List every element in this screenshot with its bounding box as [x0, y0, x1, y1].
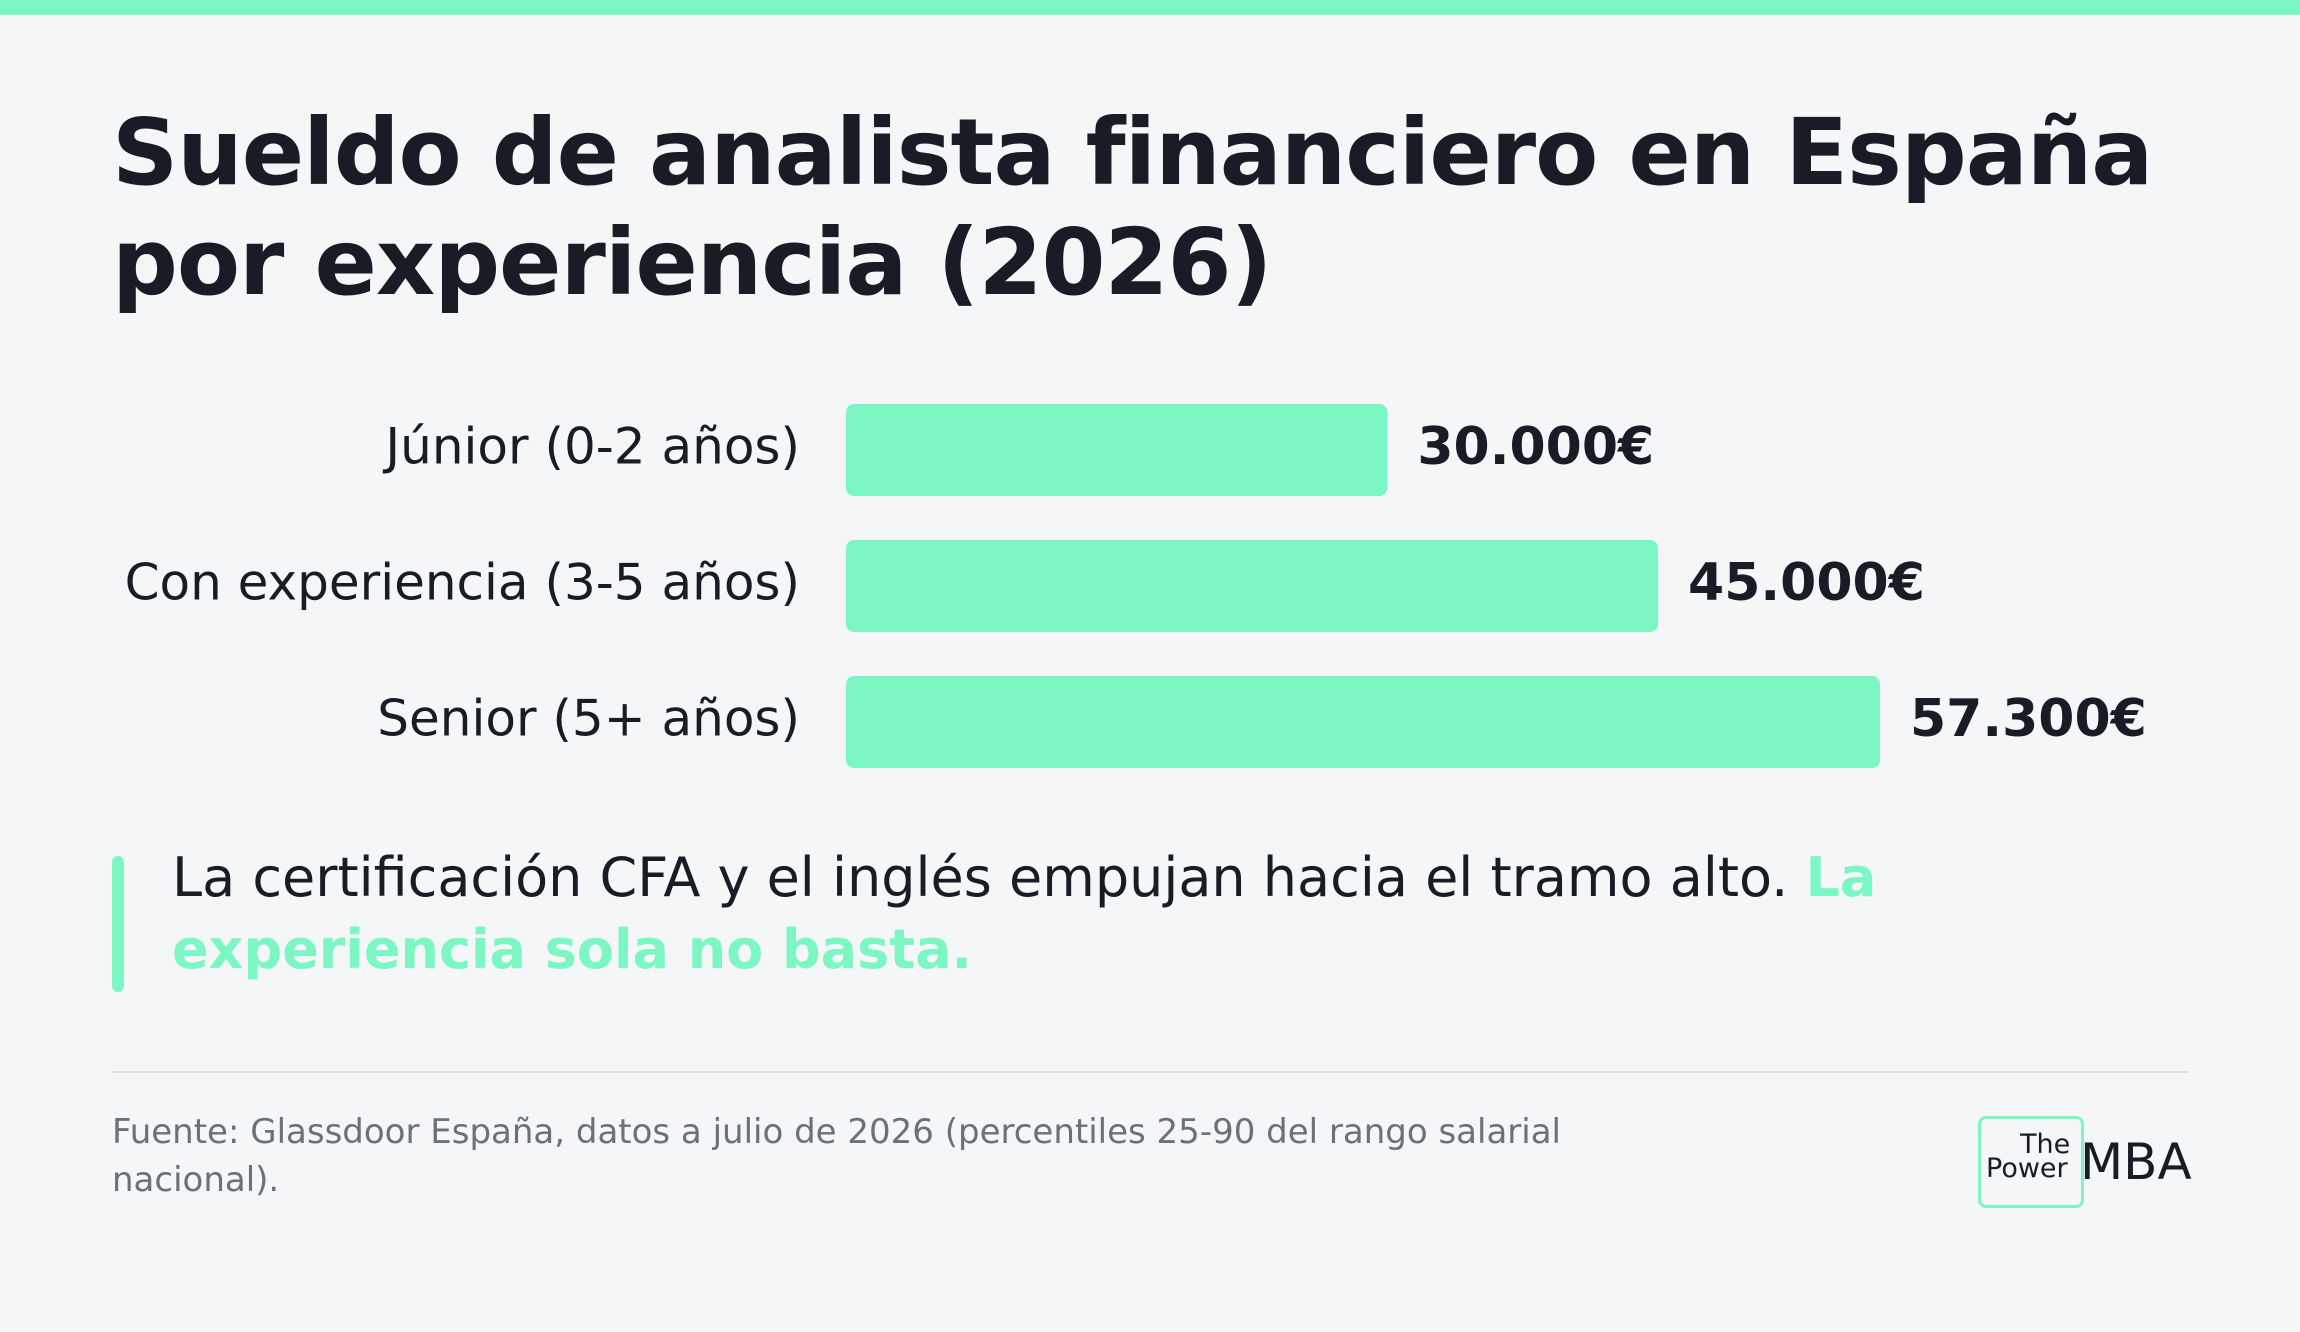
logo-box — [1978, 1116, 2084, 1208]
category-label: Con experiencia (3-5 años) — [125, 554, 800, 612]
value-label: 30.000€ — [1417, 417, 1654, 477]
source-note: Fuente: Glassdoor España, datos a julio … — [112, 1112, 1561, 1200]
callout-main-text: La certificación CFA y el inglés empujan… — [172, 846, 1789, 909]
logo-the-text: The — [2020, 1129, 2071, 1160]
bar-chart: Júnior (0-2 años) 30.000€ Con experiencia … — [125, 404, 2147, 768]
value-label: 45.000€ — [1688, 553, 1925, 613]
logo-mba-text: MBA — [2080, 1133, 2192, 1191]
bar — [846, 540, 1659, 632]
category-label: Senior (5+ años) — [377, 690, 800, 748]
bar — [846, 404, 1388, 496]
chart-title: Sueldo de analista financiero en España … — [112, 99, 2153, 316]
bar — [846, 676, 1880, 768]
brand-logo: The Power MBA — [1978, 1116, 2192, 1208]
value-label: 57.300€ — [1910, 689, 2147, 749]
category-label: Júnior (0-2 años) — [382, 418, 800, 476]
top-accent-bar — [0, 0, 2300, 15]
logo-power-text: Power — [1986, 1153, 2068, 1184]
callout-accent-bar — [112, 856, 124, 992]
footer-divider — [112, 1071, 2188, 1073]
callout-text: La certificación CFA y el inglés empujan… — [172, 842, 2072, 986]
callout-highlight-text: La experiencia sola no basta. — [172, 846, 1877, 981]
